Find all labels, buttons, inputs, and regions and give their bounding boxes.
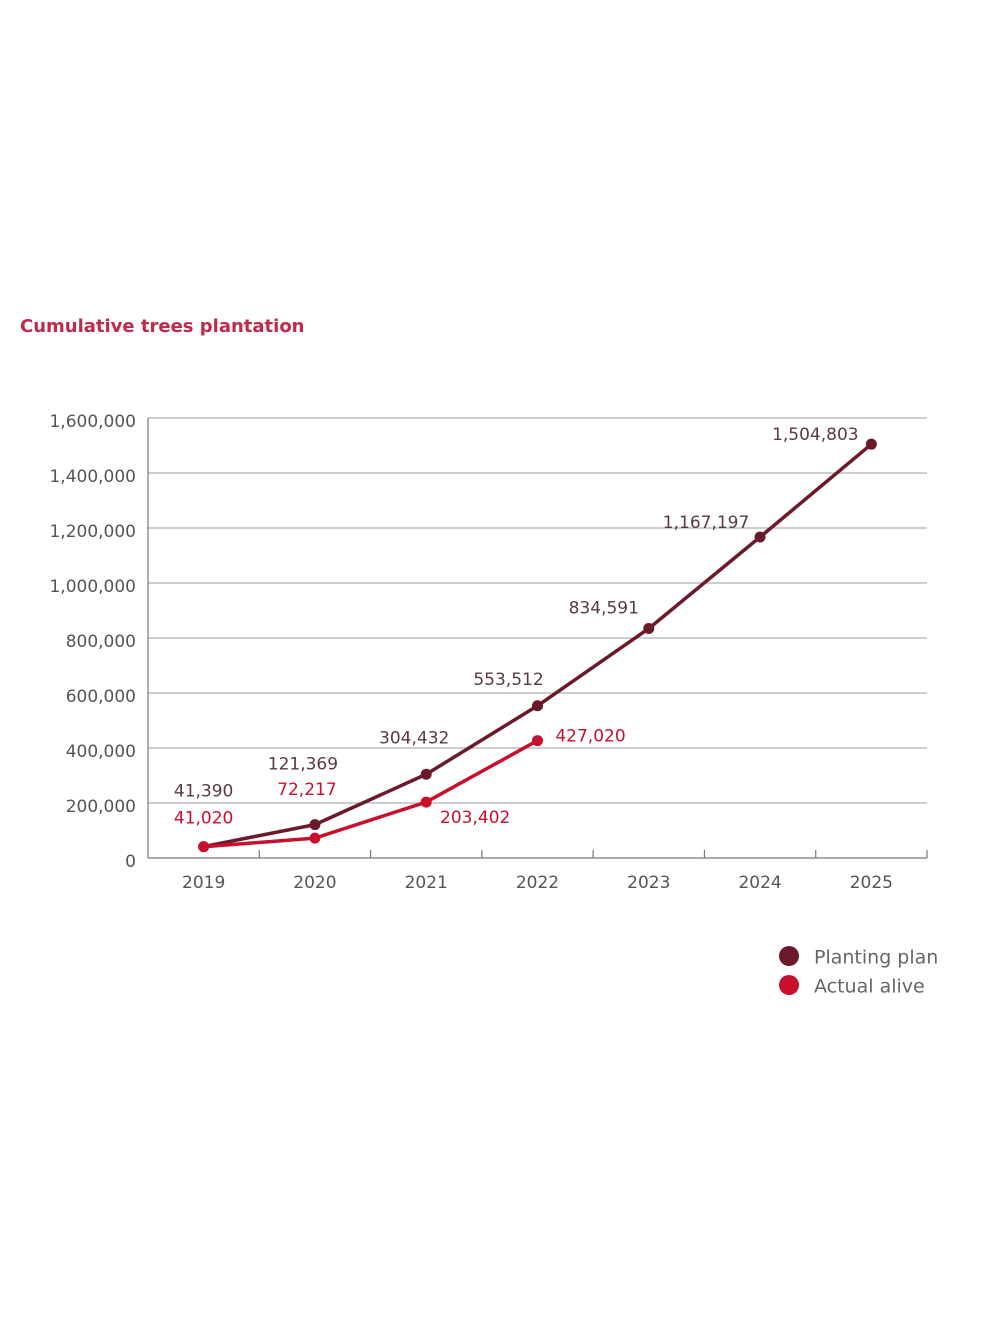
- y-tick-label: 1,000,000: [49, 577, 136, 597]
- data-label: 72,217: [277, 780, 336, 800]
- x-tick-label: 2022: [516, 873, 559, 893]
- chart-title: Cumulative trees plantation: [20, 316, 305, 337]
- legend-label: Planting plan: [814, 947, 938, 969]
- x-tick-label: 2023: [627, 873, 670, 893]
- y-tick-label: 800,000: [66, 632, 136, 652]
- y-tick-label: 1,200,000: [49, 522, 136, 542]
- data-label: 203,402: [440, 808, 510, 828]
- data-label: 1,504,803: [772, 425, 859, 445]
- x-tick-label: 2020: [293, 873, 336, 893]
- data-point: [420, 768, 432, 780]
- y-tick-label: 600,000: [66, 687, 136, 707]
- data-label: 304,432: [379, 728, 449, 748]
- data-point: [643, 622, 655, 634]
- y-tick-label: 1,600,000: [49, 412, 136, 432]
- data-point: [754, 531, 766, 543]
- data-point: [309, 819, 321, 831]
- y-tick-label: 400,000: [66, 742, 136, 762]
- y-tick-label: 200,000: [66, 797, 136, 817]
- data-point: [198, 841, 210, 853]
- legend-label: Actual alive: [814, 976, 925, 998]
- y-tick-label: 0: [125, 852, 136, 872]
- y-tick-label: 1,400,000: [49, 467, 136, 487]
- series-line: [203, 739, 539, 849]
- x-tick-label: 2019: [182, 873, 225, 893]
- data-point: [309, 832, 321, 844]
- data-label: 121,369: [268, 755, 338, 775]
- data-point: [420, 796, 432, 808]
- data-label: 427,020: [555, 727, 625, 747]
- data-label: 834,591: [569, 598, 639, 618]
- x-tick-label: 2021: [405, 873, 448, 893]
- data-label: 553,512: [473, 670, 543, 690]
- data-point: [532, 700, 543, 712]
- data-label: 1,167,197: [663, 513, 750, 533]
- data-label: 41,390: [174, 782, 233, 802]
- legend-marker: [779, 946, 799, 966]
- data-point: [532, 735, 543, 747]
- legend-marker: [779, 975, 799, 995]
- data-point: [865, 438, 877, 450]
- x-tick-label: 2025: [850, 873, 893, 893]
- data-label: 41,020: [174, 809, 233, 829]
- x-tick-label: 2024: [738, 873, 781, 893]
